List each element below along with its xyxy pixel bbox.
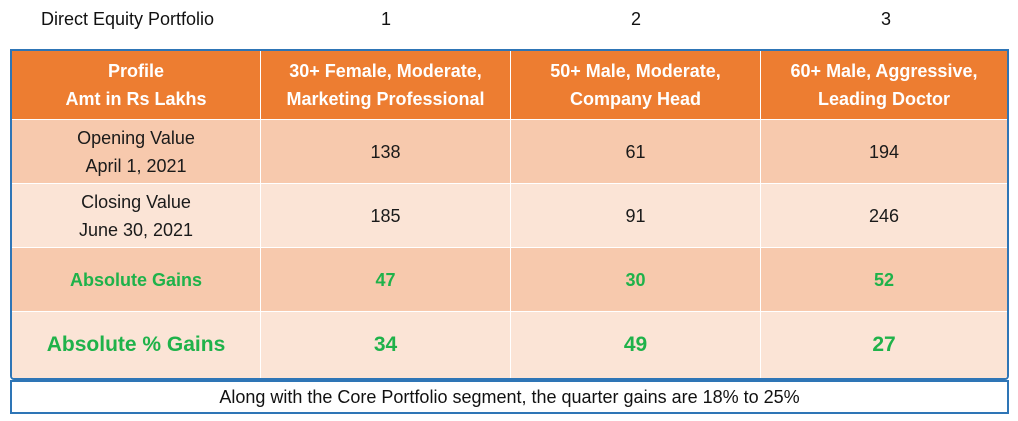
header-col-3-line2: Leading Doctor (817, 89, 950, 109)
closing-value-1: 185 (261, 184, 511, 248)
closing-value-2: 91 (511, 184, 761, 248)
header-col-2-line2: Company Head (569, 89, 701, 109)
header-col-1-line2: Marketing Professional (286, 89, 485, 109)
opening-value-1: 138 (261, 120, 511, 184)
portfolio-title: Direct Equity Portfolio (41, 9, 215, 29)
portfolio-table: Profile Amt in Rs Lakhs 30+ Female, Mode… (10, 49, 1009, 380)
header-profile: Profile Amt in Rs Lakhs (12, 51, 261, 120)
header-profile-line1: Profile (107, 61, 164, 81)
opening-value-2: 61 (511, 120, 761, 184)
column-number-2: 2 (630, 9, 641, 29)
column-number-1: 1 (380, 9, 391, 29)
row-closing-label: Closing Value June 30, 2021 (12, 184, 261, 248)
column-number-3: 3 (880, 9, 891, 29)
absolute-percent-gains-3: 27 (761, 312, 1007, 378)
header-col-2-line1: 50+ Male, Moderate, (550, 61, 721, 81)
absolute-gains-3: 52 (761, 248, 1007, 312)
absolute-percent-gains-2: 49 (511, 312, 761, 378)
header-col-1: 30+ Female, Moderate, Marketing Professi… (261, 51, 511, 120)
opening-label-line2: April 1, 2021 (85, 155, 187, 176)
closing-value-3: 246 (761, 184, 1007, 248)
closing-label-line2: June 30, 2021 (78, 219, 194, 240)
absolute-percent-gains-label: Absolute % Gains (12, 312, 261, 378)
closing-label-line1: Closing Value (81, 191, 191, 212)
absolute-gains-2: 30 (511, 248, 761, 312)
header-col-3: 60+ Male, Aggressive, Leading Doctor (761, 51, 1007, 120)
header-profile-line2: Amt in Rs Lakhs (65, 89, 207, 109)
opening-value-3: 194 (761, 120, 1007, 184)
absolute-percent-gains-1: 34 (261, 312, 511, 378)
table-grid: Profile Amt in Rs Lakhs 30+ Female, Mode… (12, 51, 1007, 378)
header-col-3-line1: 60+ Male, Aggressive, (790, 61, 978, 81)
absolute-gains-label: Absolute Gains (12, 248, 261, 312)
footnote: Along with the Core Portfolio segment, t… (10, 380, 1009, 414)
absolute-gains-1: 47 (261, 248, 511, 312)
row-opening-label: Opening Value April 1, 2021 (12, 120, 261, 184)
opening-label-line1: Opening Value (77, 127, 195, 148)
header-col-2: 50+ Male, Moderate, Company Head (511, 51, 761, 120)
footnote-text: Along with the Core Portfolio segment, t… (219, 386, 800, 407)
title-row: Direct Equity Portfolio 1 2 3 (0, 0, 1018, 40)
header-col-1-line1: 30+ Female, Moderate, (289, 61, 482, 81)
